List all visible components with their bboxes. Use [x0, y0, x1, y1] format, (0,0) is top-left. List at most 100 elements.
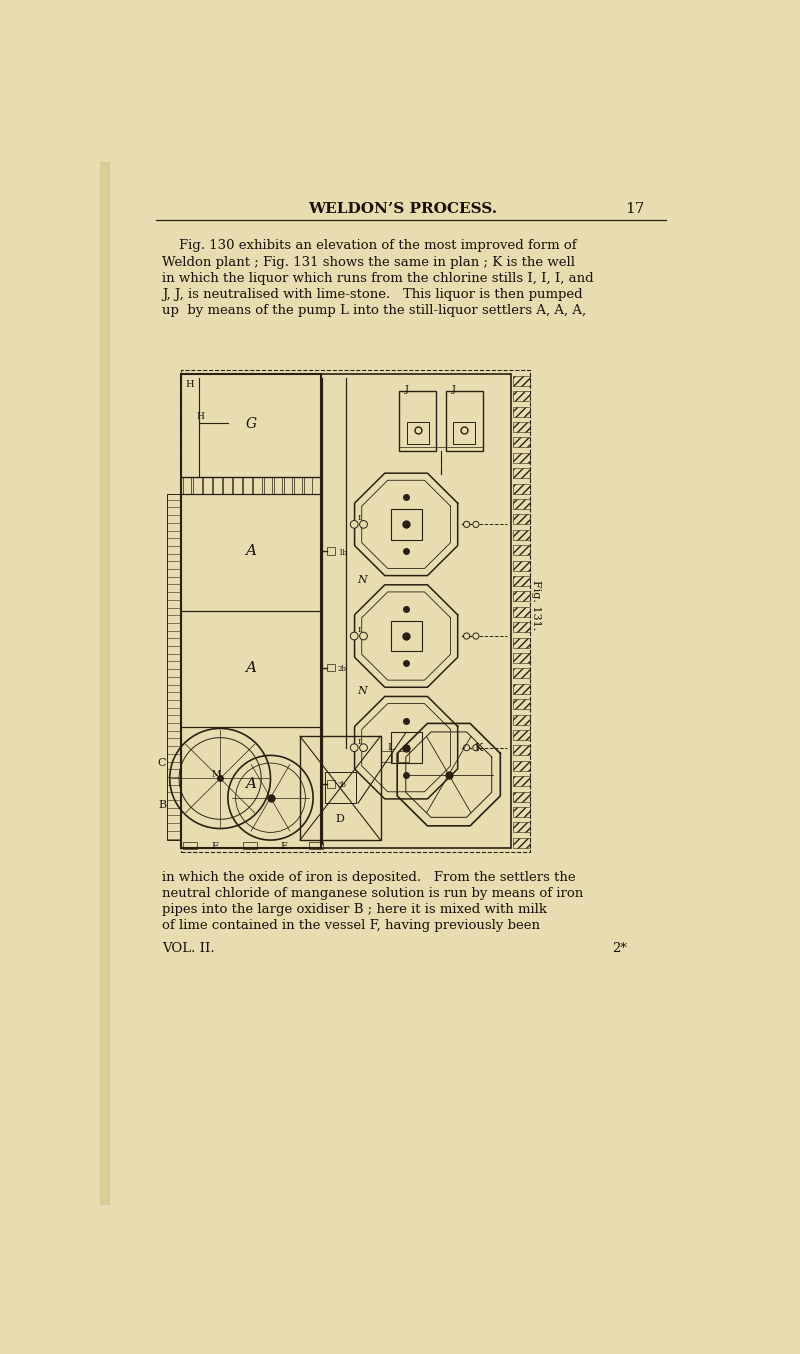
- Bar: [513, 500, 530, 509]
- Bar: [167, 494, 182, 839]
- Bar: [513, 730, 530, 741]
- Text: N: N: [357, 686, 367, 696]
- Bar: [390, 620, 422, 651]
- Circle shape: [473, 521, 479, 528]
- Text: up  by means of the pump L into the still-liquor settlers A, A, A,: up by means of the pump L into the still…: [162, 305, 586, 317]
- Bar: [390, 733, 422, 764]
- Circle shape: [350, 743, 358, 751]
- Bar: [513, 468, 530, 478]
- Bar: [254, 477, 262, 494]
- Bar: [325, 772, 356, 803]
- Bar: [513, 546, 530, 555]
- Bar: [446, 391, 483, 451]
- Bar: [398, 750, 410, 761]
- Text: A: A: [246, 661, 257, 674]
- Bar: [513, 406, 530, 417]
- Circle shape: [473, 745, 479, 750]
- Bar: [274, 477, 282, 494]
- Bar: [243, 477, 252, 494]
- Bar: [234, 477, 242, 494]
- Text: 2b: 2b: [338, 665, 347, 673]
- Text: F: F: [211, 842, 218, 850]
- Bar: [193, 477, 202, 494]
- Bar: [513, 607, 530, 617]
- Text: 1b: 1b: [338, 548, 347, 556]
- Bar: [513, 437, 530, 447]
- Bar: [223, 477, 232, 494]
- Text: I: I: [357, 738, 361, 746]
- Bar: [513, 684, 530, 693]
- Bar: [399, 391, 436, 451]
- Text: VOL. II.: VOL. II.: [162, 942, 214, 955]
- Bar: [182, 371, 530, 852]
- Bar: [513, 515, 530, 524]
- Bar: [390, 509, 422, 540]
- Circle shape: [473, 632, 479, 639]
- Bar: [300, 737, 381, 839]
- Bar: [513, 529, 530, 540]
- Bar: [243, 842, 258, 849]
- Bar: [513, 561, 530, 570]
- Text: J: J: [451, 385, 455, 394]
- Text: A: A: [246, 544, 257, 558]
- Bar: [513, 483, 530, 494]
- Bar: [513, 715, 530, 724]
- Bar: [513, 745, 530, 756]
- Bar: [327, 663, 335, 672]
- Bar: [513, 653, 530, 663]
- Text: K: K: [474, 743, 482, 753]
- Text: B: B: [158, 800, 166, 811]
- Text: I: I: [357, 626, 361, 634]
- Bar: [183, 477, 191, 494]
- Text: Fig. 130 exhibits an elevation of the most improved form of: Fig. 130 exhibits an elevation of the mo…: [162, 240, 577, 252]
- Circle shape: [360, 632, 367, 640]
- Bar: [513, 792, 530, 802]
- Text: G: G: [246, 417, 257, 432]
- Text: L: L: [387, 743, 394, 753]
- Text: D: D: [336, 814, 345, 823]
- Bar: [382, 750, 392, 761]
- Circle shape: [463, 745, 470, 750]
- Text: WELDON’S PROCESS.: WELDON’S PROCESS.: [308, 202, 497, 215]
- Bar: [513, 669, 530, 678]
- Text: neutral chloride of manganese solution is run by means of iron: neutral chloride of manganese solution i…: [162, 887, 583, 900]
- Circle shape: [463, 632, 470, 639]
- Circle shape: [350, 520, 358, 528]
- Text: 2*: 2*: [612, 942, 626, 955]
- Bar: [513, 376, 530, 386]
- Bar: [513, 838, 530, 848]
- Bar: [182, 374, 510, 848]
- Bar: [183, 842, 197, 849]
- Bar: [513, 638, 530, 647]
- Bar: [513, 422, 530, 432]
- Text: J, J, is neutralised with lime-stone.   This liquor is then pumped: J, J, is neutralised with lime-stone. Th…: [162, 288, 582, 301]
- Text: in which the oxide of iron is deposited.   From the settlers the: in which the oxide of iron is deposited.…: [162, 871, 576, 884]
- Circle shape: [360, 520, 367, 528]
- Bar: [203, 477, 211, 494]
- Text: E: E: [281, 842, 288, 850]
- Text: A: A: [246, 777, 257, 791]
- Text: 3b: 3b: [338, 781, 347, 789]
- Text: Weldon plant ; Fig. 131 shows the same in plan ; K is the well: Weldon plant ; Fig. 131 shows the same i…: [162, 256, 575, 268]
- Text: N: N: [357, 575, 367, 585]
- Bar: [182, 374, 321, 848]
- Bar: [213, 477, 222, 494]
- Bar: [454, 422, 475, 444]
- Bar: [513, 592, 530, 601]
- Text: H: H: [197, 412, 205, 421]
- Bar: [294, 477, 302, 494]
- Bar: [263, 477, 272, 494]
- Bar: [100, 162, 110, 1205]
- Bar: [284, 477, 292, 494]
- Text: Fig. 131.: Fig. 131.: [531, 580, 542, 631]
- Bar: [513, 761, 530, 770]
- Text: of lime contained in the vessel F, having previously been: of lime contained in the vessel F, havin…: [162, 919, 540, 933]
- Bar: [407, 422, 429, 444]
- Bar: [327, 547, 335, 555]
- Bar: [304, 477, 312, 494]
- Circle shape: [350, 632, 358, 640]
- Bar: [513, 822, 530, 833]
- Bar: [327, 780, 335, 788]
- Text: 17: 17: [625, 202, 645, 215]
- Bar: [513, 699, 530, 709]
